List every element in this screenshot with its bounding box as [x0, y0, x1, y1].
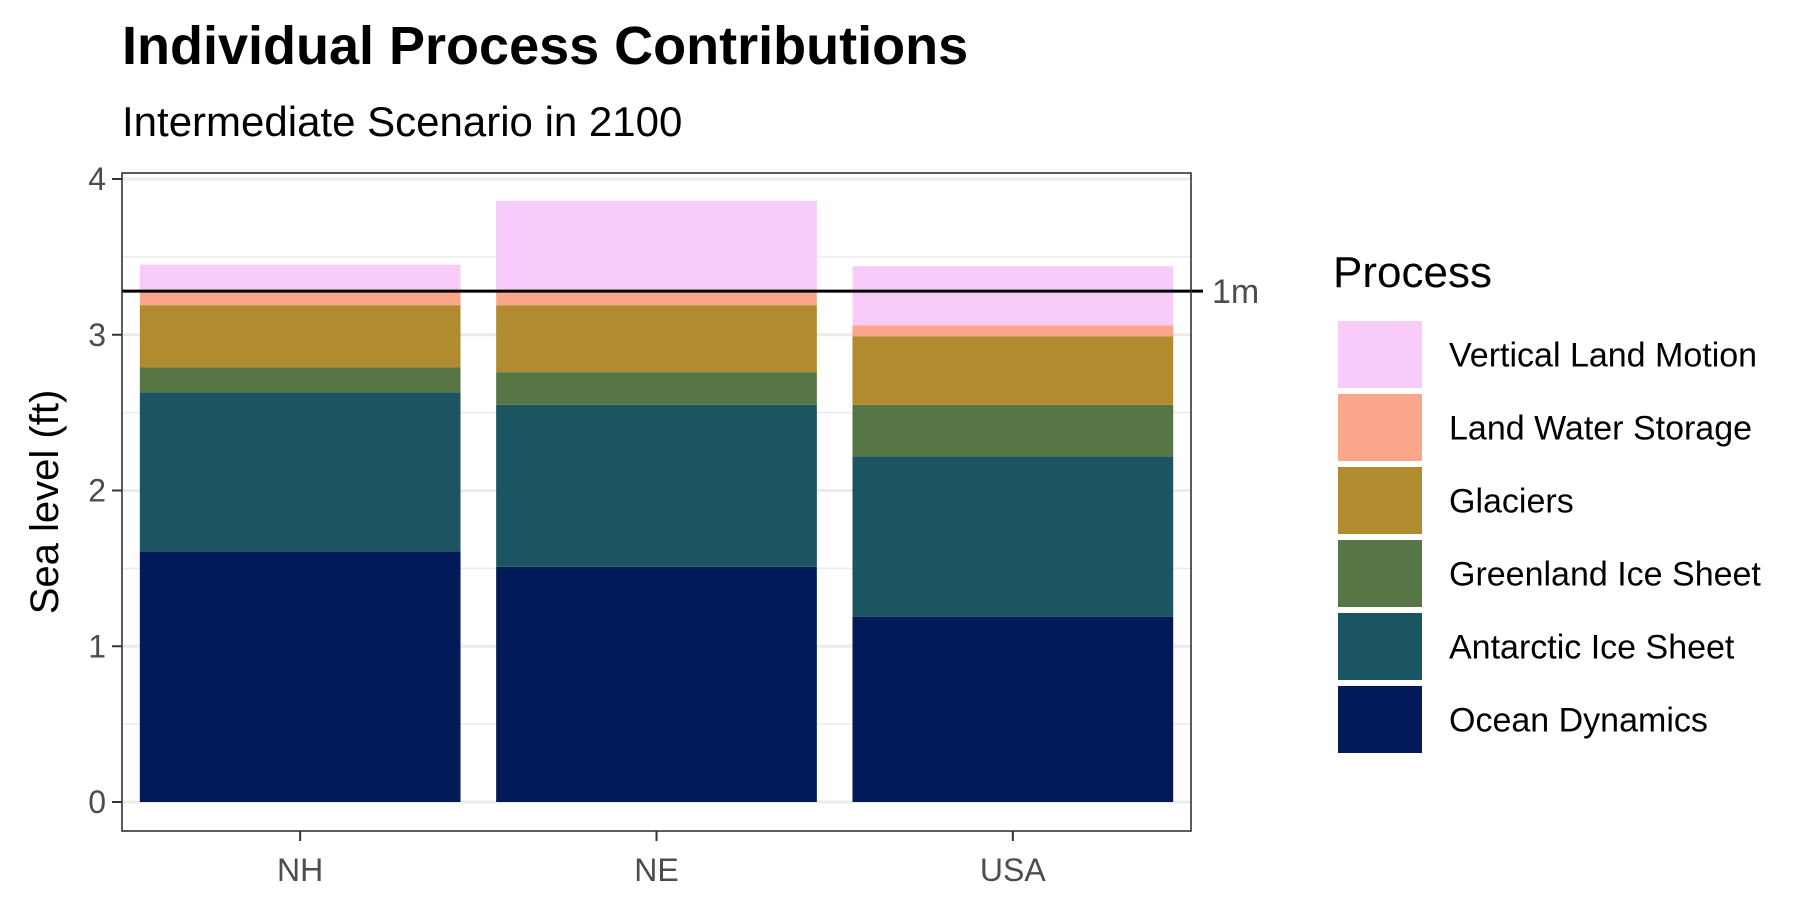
- y-tick-label: 1: [88, 628, 106, 664]
- legend-key-antarctic-ice-sheet: [1338, 613, 1422, 680]
- bar-usa-antarctic-ice-sheet: [852, 456, 1174, 617]
- plot-area: 1m: [121, 172, 1259, 832]
- bar-ne-land-water-storage: [496, 289, 817, 306]
- legend-label-glaciers: Glaciers: [1449, 483, 1574, 521]
- bar-usa-vertical-land-motion: [852, 266, 1174, 326]
- bar-ne-antarctic-ice-sheet: [496, 404, 817, 567]
- reference-line-group: 1m: [122, 273, 1259, 311]
- legend-label-greenland-ice-sheet: Greenland Ice Sheet: [1449, 556, 1761, 594]
- y-tick-label: 0: [88, 784, 106, 820]
- legend-key-greenland-ice-sheet: [1338, 540, 1422, 607]
- bar-nh-land-water-storage: [139, 289, 461, 306]
- legend-key-vertical-land-motion: [1338, 321, 1422, 388]
- bars: [139, 200, 1174, 802]
- bar-ne-vertical-land-motion: [496, 200, 817, 290]
- chart-title: Individual Process Contributions: [122, 16, 968, 76]
- bar-nh-glaciers: [139, 305, 461, 368]
- chart-subtitle: Intermediate Scenario in 2100: [122, 98, 682, 145]
- bar-nh-ocean-dynamics: [139, 551, 461, 802]
- legend-label-land-water-storage: Land Water Storage: [1449, 410, 1752, 448]
- legend-key-ocean-dynamics: [1338, 686, 1422, 753]
- bar-ne-ocean-dynamics: [496, 566, 817, 802]
- legend-label-antarctic-ice-sheet: Antarctic Ice Sheet: [1449, 629, 1735, 667]
- y-tick-label: 2: [88, 473, 106, 509]
- bar-nh-antarctic-ice-sheet: [139, 392, 461, 552]
- bar-nh-vertical-land-motion: [139, 264, 461, 290]
- bar-ne-glaciers: [496, 305, 817, 373]
- x-tick-label: USA: [980, 852, 1046, 888]
- y-axis-title: Sea level (ft): [23, 390, 67, 615]
- bar-usa-glaciers: [852, 336, 1174, 405]
- bar-nh-greenland-ice-sheet: [139, 367, 461, 393]
- reference-line-label: 1m: [1212, 273, 1259, 311]
- legend: Process Vertical Land Motion Land Water S…: [1333, 248, 1761, 753]
- y-tick-label: 4: [88, 161, 106, 197]
- legend-title: Process: [1333, 248, 1492, 297]
- legend-label-vertical-land-motion: Vertical Land Motion: [1449, 337, 1757, 375]
- bar-usa-greenland-ice-sheet: [852, 404, 1174, 457]
- legend-key-glaciers: [1338, 467, 1422, 534]
- bar-usa-land-water-storage: [852, 325, 1174, 337]
- y-axis: 0 1 2 3 4: [88, 161, 122, 820]
- x-tick-label: NE: [634, 852, 678, 888]
- y-tick-label: 3: [88, 317, 106, 353]
- legend-key-land-water-storage: [1338, 394, 1422, 461]
- x-tick-label: NH: [277, 852, 323, 888]
- x-axis: NH NE USA: [277, 831, 1046, 888]
- bar-usa-ocean-dynamics: [852, 616, 1174, 802]
- bar-ne-greenland-ice-sheet: [496, 372, 817, 405]
- legend-label-ocean-dynamics: Ocean Dynamics: [1449, 702, 1708, 740]
